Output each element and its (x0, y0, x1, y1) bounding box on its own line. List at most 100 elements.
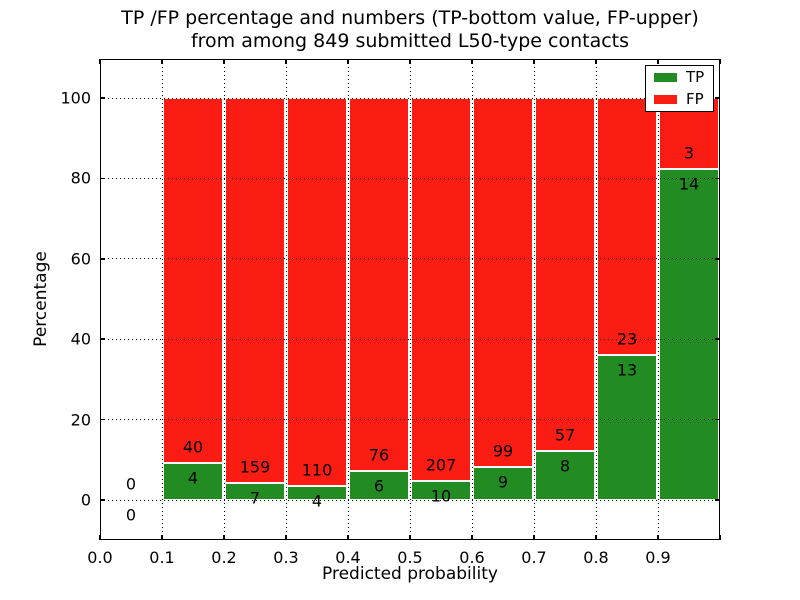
x-tick-top (595, 59, 597, 64)
tp-bar-segment (411, 481, 471, 500)
x-tick-top (161, 59, 163, 64)
x-gridline (285, 59, 287, 540)
x-tick-top (471, 59, 473, 64)
y-tick-left (100, 418, 105, 421)
fp-count-label: 110 (301, 460, 333, 480)
fp-count-label: 159 (239, 457, 271, 477)
x-tick-bottom (533, 535, 535, 540)
legend-label-fp: FP (686, 90, 704, 108)
fp-bar-segment (411, 98, 471, 482)
tp-bar-segment (535, 450, 595, 500)
tp-bar-segment (659, 168, 719, 500)
x-tick-top (223, 59, 225, 64)
x-tick-label: 0.9 (645, 548, 671, 567)
y-tick-label: 60 (70, 249, 91, 269)
x-gridline (657, 59, 659, 540)
legend-label-tp: TP (686, 68, 705, 86)
y-tick-label: 40 (70, 329, 91, 349)
tp-count-label: 10 (430, 486, 452, 506)
x-tick-top (99, 59, 101, 64)
x-tick-label: 0.5 (397, 548, 423, 567)
fp-count-label: 23 (616, 329, 638, 349)
x-axis-label: Predicted probability (322, 564, 498, 584)
x-tick-top (347, 59, 349, 64)
x-gridline (409, 59, 411, 540)
y-tick-right (715, 97, 720, 99)
y-tick-right (715, 418, 720, 421)
x-tick-bottom (161, 535, 163, 540)
tp-count-label: 8 (559, 456, 571, 476)
x-gridline (161, 59, 163, 540)
y-tick-right (715, 499, 720, 501)
x-tick-bottom (347, 535, 349, 540)
fp-count-label: 0 (125, 474, 137, 494)
legend-entry-fp: FP (654, 92, 704, 107)
x-tick-label: 0.7 (521, 548, 547, 567)
fp-bar-segment (597, 98, 657, 355)
fp-bar-segment (287, 98, 347, 486)
x-tick-label: 0.8 (583, 548, 609, 567)
x-tick-label: 0.4 (335, 548, 361, 567)
y-axis-label: Percentage (31, 251, 51, 347)
chart-title-line1: TP /FP percentage and numbers (TP-bottom… (121, 7, 699, 29)
x-tick-top (719, 59, 721, 64)
tp-count-label: 4 (187, 468, 199, 488)
x-tick-bottom (657, 535, 659, 540)
tp-count-label: 14 (678, 174, 700, 194)
y-tick-right (715, 258, 720, 260)
fp-count-label: 57 (554, 425, 576, 445)
chart-title: TP /FP percentage and numbers (TP-bottom… (100, 7, 720, 53)
fp-count-label: 99 (492, 441, 514, 460)
x-tick-bottom (409, 535, 411, 540)
fp-color-swatch (654, 95, 677, 104)
fp-count-label: 76 (368, 445, 390, 465)
x-tick-top (285, 59, 287, 64)
x-tick-top (657, 59, 659, 64)
x-tick-label: 0.1 (149, 548, 175, 567)
tp-count-label: 13 (616, 360, 638, 380)
fp-bar-segment (349, 98, 409, 471)
fp-count-label: 207 (425, 455, 457, 475)
fp-bar-segment (225, 98, 285, 484)
y-tick-label: 100 (60, 88, 91, 108)
tp-count-label: 7 (249, 488, 261, 508)
x-gridline (347, 59, 349, 540)
tp-count-label: 4 (311, 491, 323, 511)
x-gridline (471, 59, 473, 540)
y-tick-left (100, 97, 105, 99)
x-tick-top (533, 59, 535, 64)
fp-count-label: 40 (182, 437, 204, 457)
tp-bar-segment (597, 354, 657, 500)
tp-bar-segment (225, 483, 285, 500)
fp-bar-segment (535, 98, 595, 451)
tp-count-label: 0 (125, 505, 137, 525)
x-tick-label: 0.0 (87, 548, 113, 567)
plot-area: 0 0 40 4 159 7 110 4 76 6 207 10 99 9 57 8 23 13 3 14 0 20 40 6… (60, 59, 721, 567)
x-tick-label: 0.2 (211, 548, 237, 567)
y-tick-label: 80 (70, 168, 91, 188)
y-tick-left (100, 258, 105, 260)
x-gridline (533, 59, 535, 540)
tp-count-label: 6 (373, 476, 385, 496)
tp-color-swatch (654, 73, 677, 82)
fp-bar-segment (163, 98, 223, 464)
y-tick-label: 20 (70, 410, 91, 430)
fp-count-label: 3 (683, 143, 695, 163)
x-tick-bottom (471, 535, 473, 540)
chart-title-line2: from among 849 submitted L50-type contac… (190, 30, 630, 52)
y-tick-left (100, 499, 105, 501)
y-tick-right (715, 338, 720, 340)
legend: TP FP (645, 65, 715, 112)
y-tick-left (100, 177, 105, 180)
x-tick-label: 0.3 (273, 548, 299, 567)
x-tick-top (409, 59, 411, 64)
x-gridline (595, 59, 597, 540)
y-tick-right (715, 177, 720, 180)
x-tick-label: 0.6 (459, 548, 485, 567)
tp-bar-segment (163, 463, 223, 500)
y-tick-label: 0 (80, 490, 91, 510)
tp-count-label: 9 (497, 472, 509, 491)
x-tick-bottom (99, 535, 101, 540)
x-tick-bottom (223, 535, 225, 540)
x-tick-bottom (285, 535, 287, 540)
